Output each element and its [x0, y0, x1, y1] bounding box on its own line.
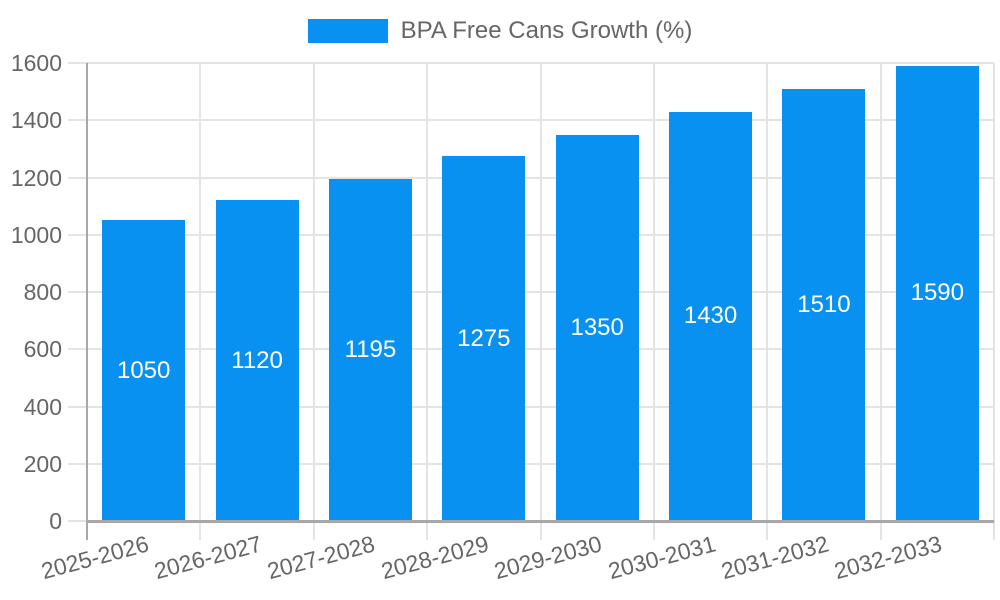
gridline-y-1000	[68, 233, 994, 236]
bar-value-label: 1050	[116, 356, 171, 384]
bar-value-label: 1430	[683, 302, 738, 330]
x-axis-line	[87, 520, 994, 523]
gridline-x-boundary-7	[879, 63, 882, 540]
bar-2028-2029: 1275	[442, 156, 526, 521]
gridline-y-400	[68, 405, 994, 408]
y-tick-label: 600	[23, 336, 62, 363]
bar-2029-2030: 1350	[555, 134, 639, 521]
gridline-x-boundary-6	[766, 63, 769, 540]
y-tick-label: 400	[23, 393, 62, 420]
bar-2027-2028: 1195	[328, 178, 412, 521]
gridline-x-boundary-5	[652, 63, 655, 540]
legend-label: BPA Free Cans Growth (%)	[400, 17, 693, 44]
bar-2030-2031: 1430	[669, 111, 753, 521]
x-tick-label: 2028-2029	[378, 530, 492, 585]
y-tick-label: 1600	[10, 50, 62, 76]
gridline-x-boundary-8	[993, 63, 995, 540]
y-tick-label: 800	[23, 279, 62, 305]
gridline-y-800	[68, 291, 994, 293]
bar-2026-2027: 1120	[215, 200, 299, 521]
bar-value-label: 1275	[457, 324, 511, 352]
x-tick-label: 2026-2027	[151, 530, 265, 585]
gridline-y-1200	[68, 176, 994, 179]
y-tick-label: 200	[23, 450, 62, 477]
y-tick-label: 1400	[10, 107, 62, 134]
gridline-y-600	[68, 348, 994, 351]
bar-value-label: 1590	[910, 279, 964, 307]
y-axis-line	[86, 63, 88, 540]
bar-value-label: 1195	[344, 335, 397, 363]
x-tick-label: 2031-2032	[718, 530, 832, 585]
bar-2032-2033: 1590	[895, 65, 979, 521]
gridline-y-1400	[68, 119, 994, 122]
bar-value-label: 1350	[570, 313, 624, 341]
bar-value-label: 1120	[231, 346, 283, 374]
bar-2031-2032: 1510	[782, 88, 866, 521]
bar-2025-2026: 1050	[102, 220, 186, 521]
gridline-y-200	[68, 462, 994, 465]
chart-legend: BPA Free Cans Growth (%)	[0, 19, 1000, 43]
gridline-x-boundary-1	[199, 63, 202, 540]
y-tick-label: 0	[49, 508, 62, 534]
legend-swatch	[307, 19, 388, 43]
gridline-x-boundary-3	[426, 63, 429, 540]
x-tick-label: 2025-2026	[38, 530, 152, 585]
gridline-y-1600	[68, 62, 994, 64]
y-tick-label: 1000	[10, 221, 62, 248]
gridline-x-boundary-2	[312, 63, 315, 540]
x-tick-label: 2027-2028	[264, 530, 378, 585]
y-tick-label: 1200	[10, 164, 62, 191]
bar-value-label: 1510	[797, 290, 851, 318]
gridline-x-boundary-4	[539, 63, 542, 540]
x-tick-label: 2032-2033	[831, 530, 945, 585]
x-tick-label: 2030-2031	[604, 530, 718, 585]
x-tick-label: 2029-2030	[491, 530, 605, 585]
